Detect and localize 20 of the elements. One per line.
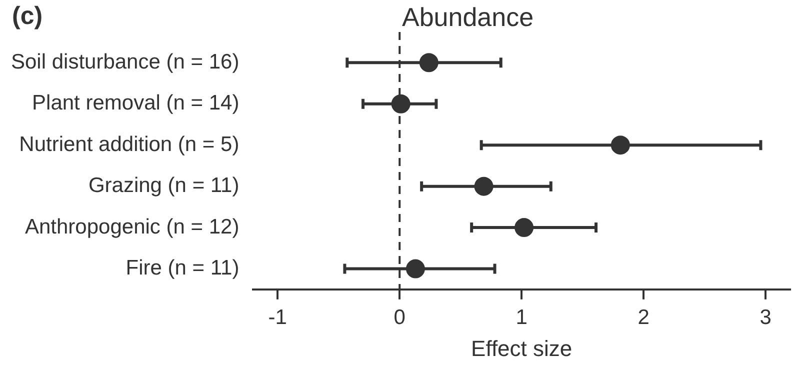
- x-axis-title: Effect size: [471, 336, 572, 361]
- x-tick-label: 2: [638, 306, 650, 329]
- point: [406, 259, 425, 278]
- x-tick-label: 1: [516, 306, 528, 329]
- point: [391, 94, 410, 114]
- point: [514, 218, 534, 238]
- y-tick-label: Nutrient addition (n = 5): [19, 132, 240, 156]
- y-tick-label: Fire (n = 11): [126, 256, 240, 280]
- point: [419, 53, 438, 72]
- y-tick-label: Plant removal (n = 14): [32, 92, 240, 115]
- x-tick-label: 0: [394, 306, 406, 329]
- y-tick-label: Anthropogenic (n = 12): [24, 215, 240, 238]
- text: (c): [12, 2, 43, 31]
- chart-title: Abundance: [402, 2, 534, 33]
- x-tick-label: -1: [268, 306, 287, 329]
- point: [474, 176, 494, 196]
- y-tick-label: Soil disturbance (n = 16): [10, 50, 240, 74]
- x-tick-label: 3: [760, 306, 772, 329]
- point: [610, 136, 630, 155]
- y-tick-label: Grazing (n = 11): [88, 174, 240, 198]
